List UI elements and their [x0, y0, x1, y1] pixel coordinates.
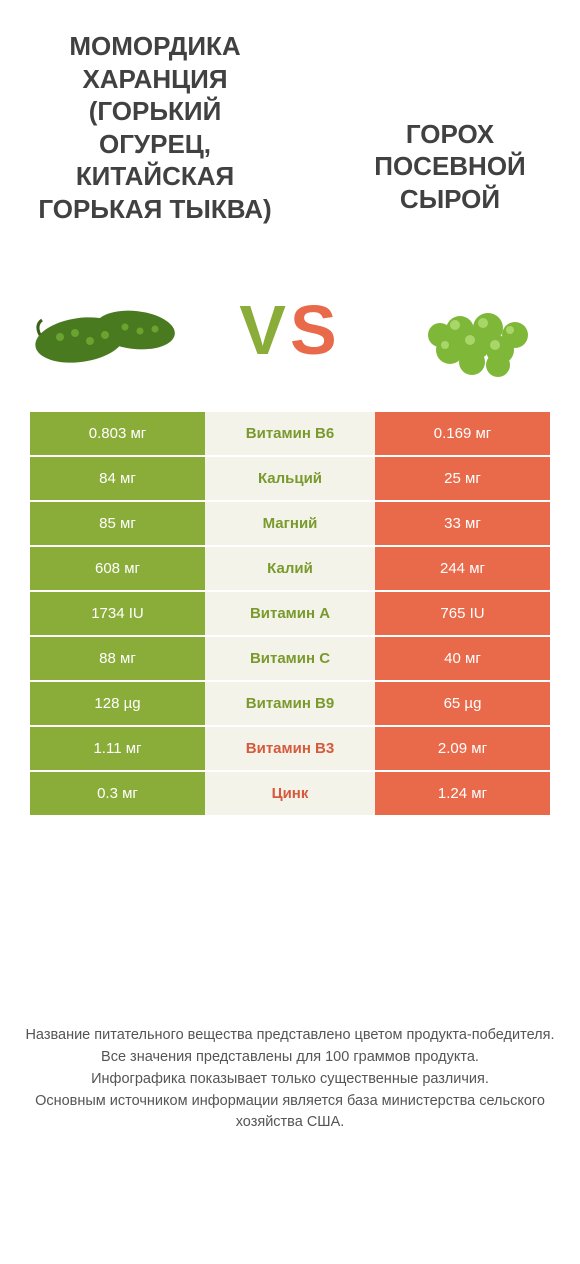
- right-value: 0.169 мг: [375, 412, 550, 455]
- table-row: 608 мгКалий244 мг: [30, 545, 550, 590]
- table-row: 128 µgВитамин B965 µg: [30, 680, 550, 725]
- nutrient-name: Витамин C: [205, 637, 375, 680]
- vs-label: VS: [239, 290, 340, 370]
- table-row: 85 мгМагний33 мг: [30, 500, 550, 545]
- table-row: 84 мгКальций25 мг: [30, 455, 550, 500]
- footer-line: Основным источником информации является …: [20, 1091, 560, 1135]
- right-value: 1.24 мг: [375, 772, 550, 815]
- right-value: 33 мг: [375, 502, 550, 545]
- left-value: 128 µg: [30, 682, 205, 725]
- nutrient-name: Кальций: [205, 457, 375, 500]
- left-value: 84 мг: [30, 457, 205, 500]
- vs-row: VS: [0, 245, 580, 410]
- nutrient-name: Цинк: [205, 772, 375, 815]
- left-value: 1734 IU: [30, 592, 205, 635]
- right-value: 2.09 мг: [375, 727, 550, 770]
- vs-letter-v: V: [239, 290, 290, 370]
- nutrient-table: 0.803 мгВитамин B60.169 мг84 мгКальций25…: [0, 410, 580, 815]
- table-row: 0.3 мгЦинк1.24 мг: [30, 770, 550, 815]
- footer-line: Все значения представлены для 100 граммо…: [20, 1047, 560, 1069]
- nutrient-name: Витамин B6: [205, 412, 375, 455]
- table-row: 1734 IUВитамин A765 IU: [30, 590, 550, 635]
- left-food-image: [30, 275, 180, 385]
- right-value: 765 IU: [375, 592, 550, 635]
- left-value: 85 мг: [30, 502, 205, 545]
- left-value: 0.803 мг: [30, 412, 205, 455]
- nutrient-name: Калий: [205, 547, 375, 590]
- footer-line: Название питательного вещества представл…: [20, 1025, 560, 1047]
- footer-notes: Название питательного вещества представл…: [0, 1025, 580, 1134]
- right-value: 244 мг: [375, 547, 550, 590]
- table-row: 88 мгВитамин C40 мг: [30, 635, 550, 680]
- nutrient-name: Витамин B9: [205, 682, 375, 725]
- nutrient-name: Витамин A: [205, 592, 375, 635]
- nutrient-name: Витамин B3: [205, 727, 375, 770]
- nutrient-name: Магний: [205, 502, 375, 545]
- left-value: 0.3 мг: [30, 772, 205, 815]
- right-food-title: ГОРОХ ПОСЕВНОЙ СЫРОЙ: [350, 118, 550, 216]
- right-value: 40 мг: [375, 637, 550, 680]
- right-value: 25 мг: [375, 457, 550, 500]
- table-row: 1.11 мгВитамин B32.09 мг: [30, 725, 550, 770]
- left-value: 88 мг: [30, 637, 205, 680]
- table-row: 0.803 мгВитамин B60.169 мг: [30, 410, 550, 455]
- header: МОМОРДИКА ХАРАНЦИЯ (ГОРЬКИЙ ОГУРЕЦ, КИТА…: [0, 0, 580, 225]
- left-value: 1.11 мг: [30, 727, 205, 770]
- right-food-image: [400, 275, 550, 385]
- left-value: 608 мг: [30, 547, 205, 590]
- vs-letter-s: S: [290, 290, 341, 370]
- footer-line: Инфографика показывает только существенн…: [20, 1069, 560, 1091]
- right-value: 65 µg: [375, 682, 550, 725]
- left-food-title: МОМОРДИКА ХАРАНЦИЯ (ГОРЬКИЙ ОГУРЕЦ, КИТА…: [30, 30, 280, 225]
